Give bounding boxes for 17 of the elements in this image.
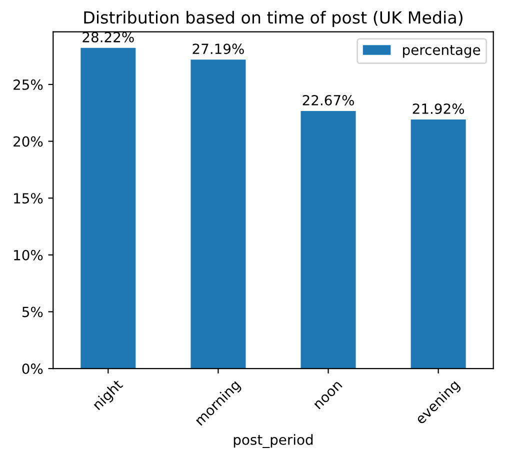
y-tick-label: 15% bbox=[14, 193, 43, 204]
y-tick-label: 20% bbox=[14, 136, 43, 147]
text: 27.19% bbox=[192, 44, 244, 54]
y-tick-label: 0% bbox=[22, 364, 43, 374]
legend-label: percentage bbox=[403, 45, 480, 58]
x-axis-title: post_period bbox=[234, 434, 313, 448]
text: 21.92% bbox=[412, 103, 464, 114]
bar bbox=[300, 110, 356, 369]
bar bbox=[410, 119, 466, 369]
bar bbox=[190, 60, 246, 369]
chart-title: Distribution based on time of post (UK Media) bbox=[84, 10, 462, 27]
y-tick-label: 5% bbox=[22, 306, 43, 318]
text: 28.22% bbox=[82, 32, 134, 42]
y-tick-label: 10% bbox=[14, 250, 43, 260]
bar bbox=[80, 48, 136, 369]
text: 22.67% bbox=[302, 94, 354, 106]
y-tick-label: 25% bbox=[14, 79, 43, 90]
